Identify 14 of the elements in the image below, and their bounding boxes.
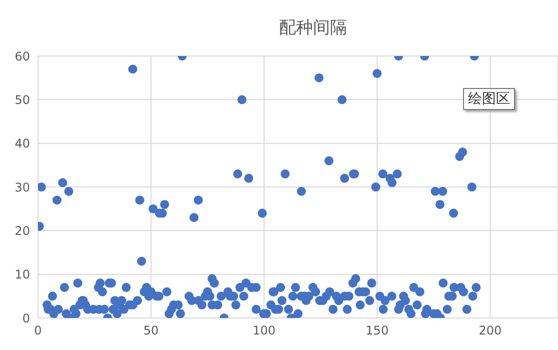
y-tick-label: 0: [22, 311, 30, 326]
x-tick-label: 150: [366, 324, 389, 338]
y-tick-label: 20: [14, 224, 30, 238]
x-tick-label: 0: [34, 324, 42, 338]
x-tick-label: 200: [478, 324, 502, 338]
y-tick-label: 50: [14, 92, 30, 107]
y-tick-label: 30: [14, 180, 30, 194]
annotation: 绘图区: [463, 88, 515, 110]
y-tick-label: 40: [14, 136, 30, 151]
y-tick-label: 60: [14, 49, 30, 64]
x-tick-label: 100: [252, 324, 276, 338]
chart-title: 配种间隔: [278, 17, 348, 39]
y-tick-label: 10: [14, 268, 30, 282]
x-tick-label: 50: [143, 324, 159, 338]
